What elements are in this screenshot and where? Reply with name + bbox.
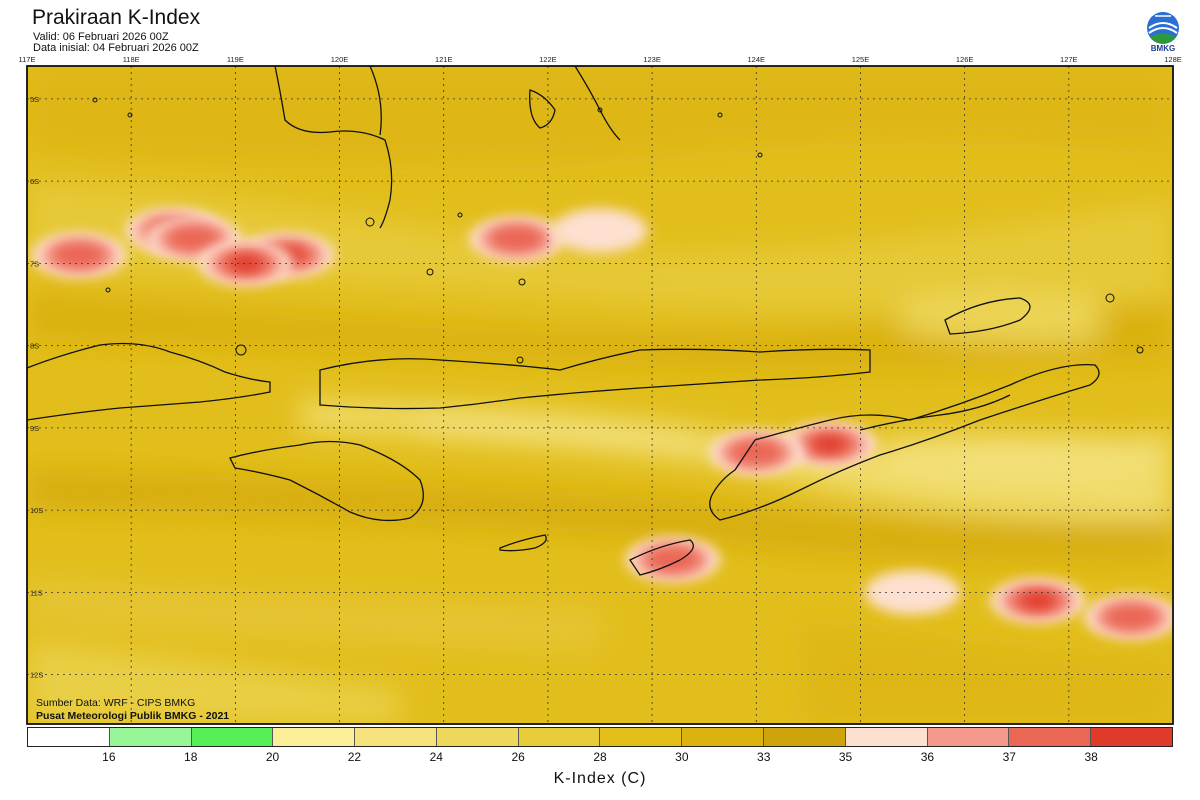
colorbar-swatch [927,728,1010,746]
coast-muna [574,66,621,141]
colorbar-label: 26 [511,750,525,764]
colorbar-swatch [682,728,765,746]
k-index-map: 117E 118E 119E 120E 121E 122E 123E 124E 125E 126E… [19,55,1182,725]
hotspot-sea-w2 [146,216,242,261]
coast-rote [629,539,694,576]
lat-tick-label: 6S [30,177,39,186]
colorbar-label: 30 [675,750,689,764]
coast-sulawesi [274,66,393,229]
colorbar-label: 33 [757,750,771,764]
colorbar-label: 18 [184,750,198,764]
hotspot-layer [31,208,1173,640]
valid-time: Valid: 06 Februari 2026 00Z [33,31,169,43]
small-islands [92,97,1144,364]
hotspot-sea-w4 [198,241,294,286]
lon-tick-label: 120E [331,55,349,64]
data-source: Sumber Data: WRF - CIPS BMKG [36,697,196,709]
lon-tick-label: 118E [123,55,140,64]
coast-savu [499,534,547,552]
lon-tick-label: 122E [539,55,557,64]
lat-tick-label: 8S [30,342,39,351]
bmkg-logo-icon [1147,12,1179,44]
colorbar-swatch [273,728,356,746]
axis-ticks: 117E 118E 119E 120E 121E 122E 123E 124E 125E 126E… [19,55,1182,680]
publisher: Pusat Meteorologi Publik BMKG - 2021 [36,710,230,722]
lon-tick-label: 121E [435,55,453,64]
colorbar-title: K-Index (C) [553,770,647,787]
colorbar-swatch [436,728,519,746]
coastlines [27,66,1100,576]
lon-tick-label: 119E [227,55,244,64]
colorbar-swatch [518,728,601,746]
colorbar-swatch [764,728,846,746]
coast-timor-leste [859,394,1011,431]
colorbar-label: 24 [429,750,443,764]
graticule [27,66,1173,724]
lon-tick-label: 117E [19,55,36,64]
colorbar-label: 20 [265,750,280,764]
lon-tick-label: 126E [956,55,974,64]
colorbar-label: 38 [1084,750,1098,764]
lon-tick-label: 128E [1164,55,1182,64]
colorbar-label: 22 [347,750,362,764]
hotspot-sea-se2 [1083,594,1173,640]
map-title: Prakiraan K-Index [32,6,201,29]
lat-tick-label: 9S [30,424,39,433]
lon-tick-label: 124E [748,55,766,64]
bmkg-logo-text: BMKG [1150,44,1176,53]
colorbar-label: 16 [102,750,116,764]
colorbar-label: 35 [838,750,853,764]
colorbar-swatch [109,728,192,746]
lat-tick-label: 10S [30,506,43,515]
hotspot-sea-w5 [31,233,127,278]
lat-tick-label: 7S [30,259,39,268]
coast-flores [319,348,871,410]
hotspot-sea-mid2 [552,208,648,253]
lat-tick-label: 11S [30,588,43,597]
colorbar-swatch [1009,728,1092,746]
coast-buton [529,89,556,129]
colorbar [27,727,1173,747]
hotspot-sea-se [989,578,1086,623]
lon-tick-label: 127E [1060,55,1078,64]
lat-tick-label: 12S [30,671,43,680]
coast-sumba [229,440,424,522]
hotspot-sea-mid [469,216,565,261]
coast-wetar [944,297,1031,335]
lat-tick-label: 5S [30,95,39,104]
hotspot-timor-w [708,430,804,475]
coast-sumbawa [27,342,271,421]
colorbar-swatch [28,728,110,746]
init-time: Data inisial: 04 Februari 2026 00Z [33,42,199,54]
map-frame [26,65,1174,725]
lon-tick-label: 123E [643,55,661,64]
colorbar-labels: 16 18 20 22 24 26 28 30 33 35 36 37 38 [27,750,1173,766]
hotspot-timor-n [781,422,877,467]
hotspot-sea-se3 [864,570,961,615]
colorbar-label: 37 [1002,750,1016,764]
colorbar-swatch [1091,728,1172,746]
colorbar-swatch [845,728,928,746]
colorbar-label: 36 [920,750,935,764]
colorbar-label: 28 [593,750,607,764]
coast-sulawesi-e [369,66,382,136]
colorbar-swatch [355,728,437,746]
field-bands [27,66,1173,724]
lon-tick-label: 125E [852,55,870,64]
colorbar-swatch [600,728,683,746]
colorbar-swatch [191,728,274,746]
